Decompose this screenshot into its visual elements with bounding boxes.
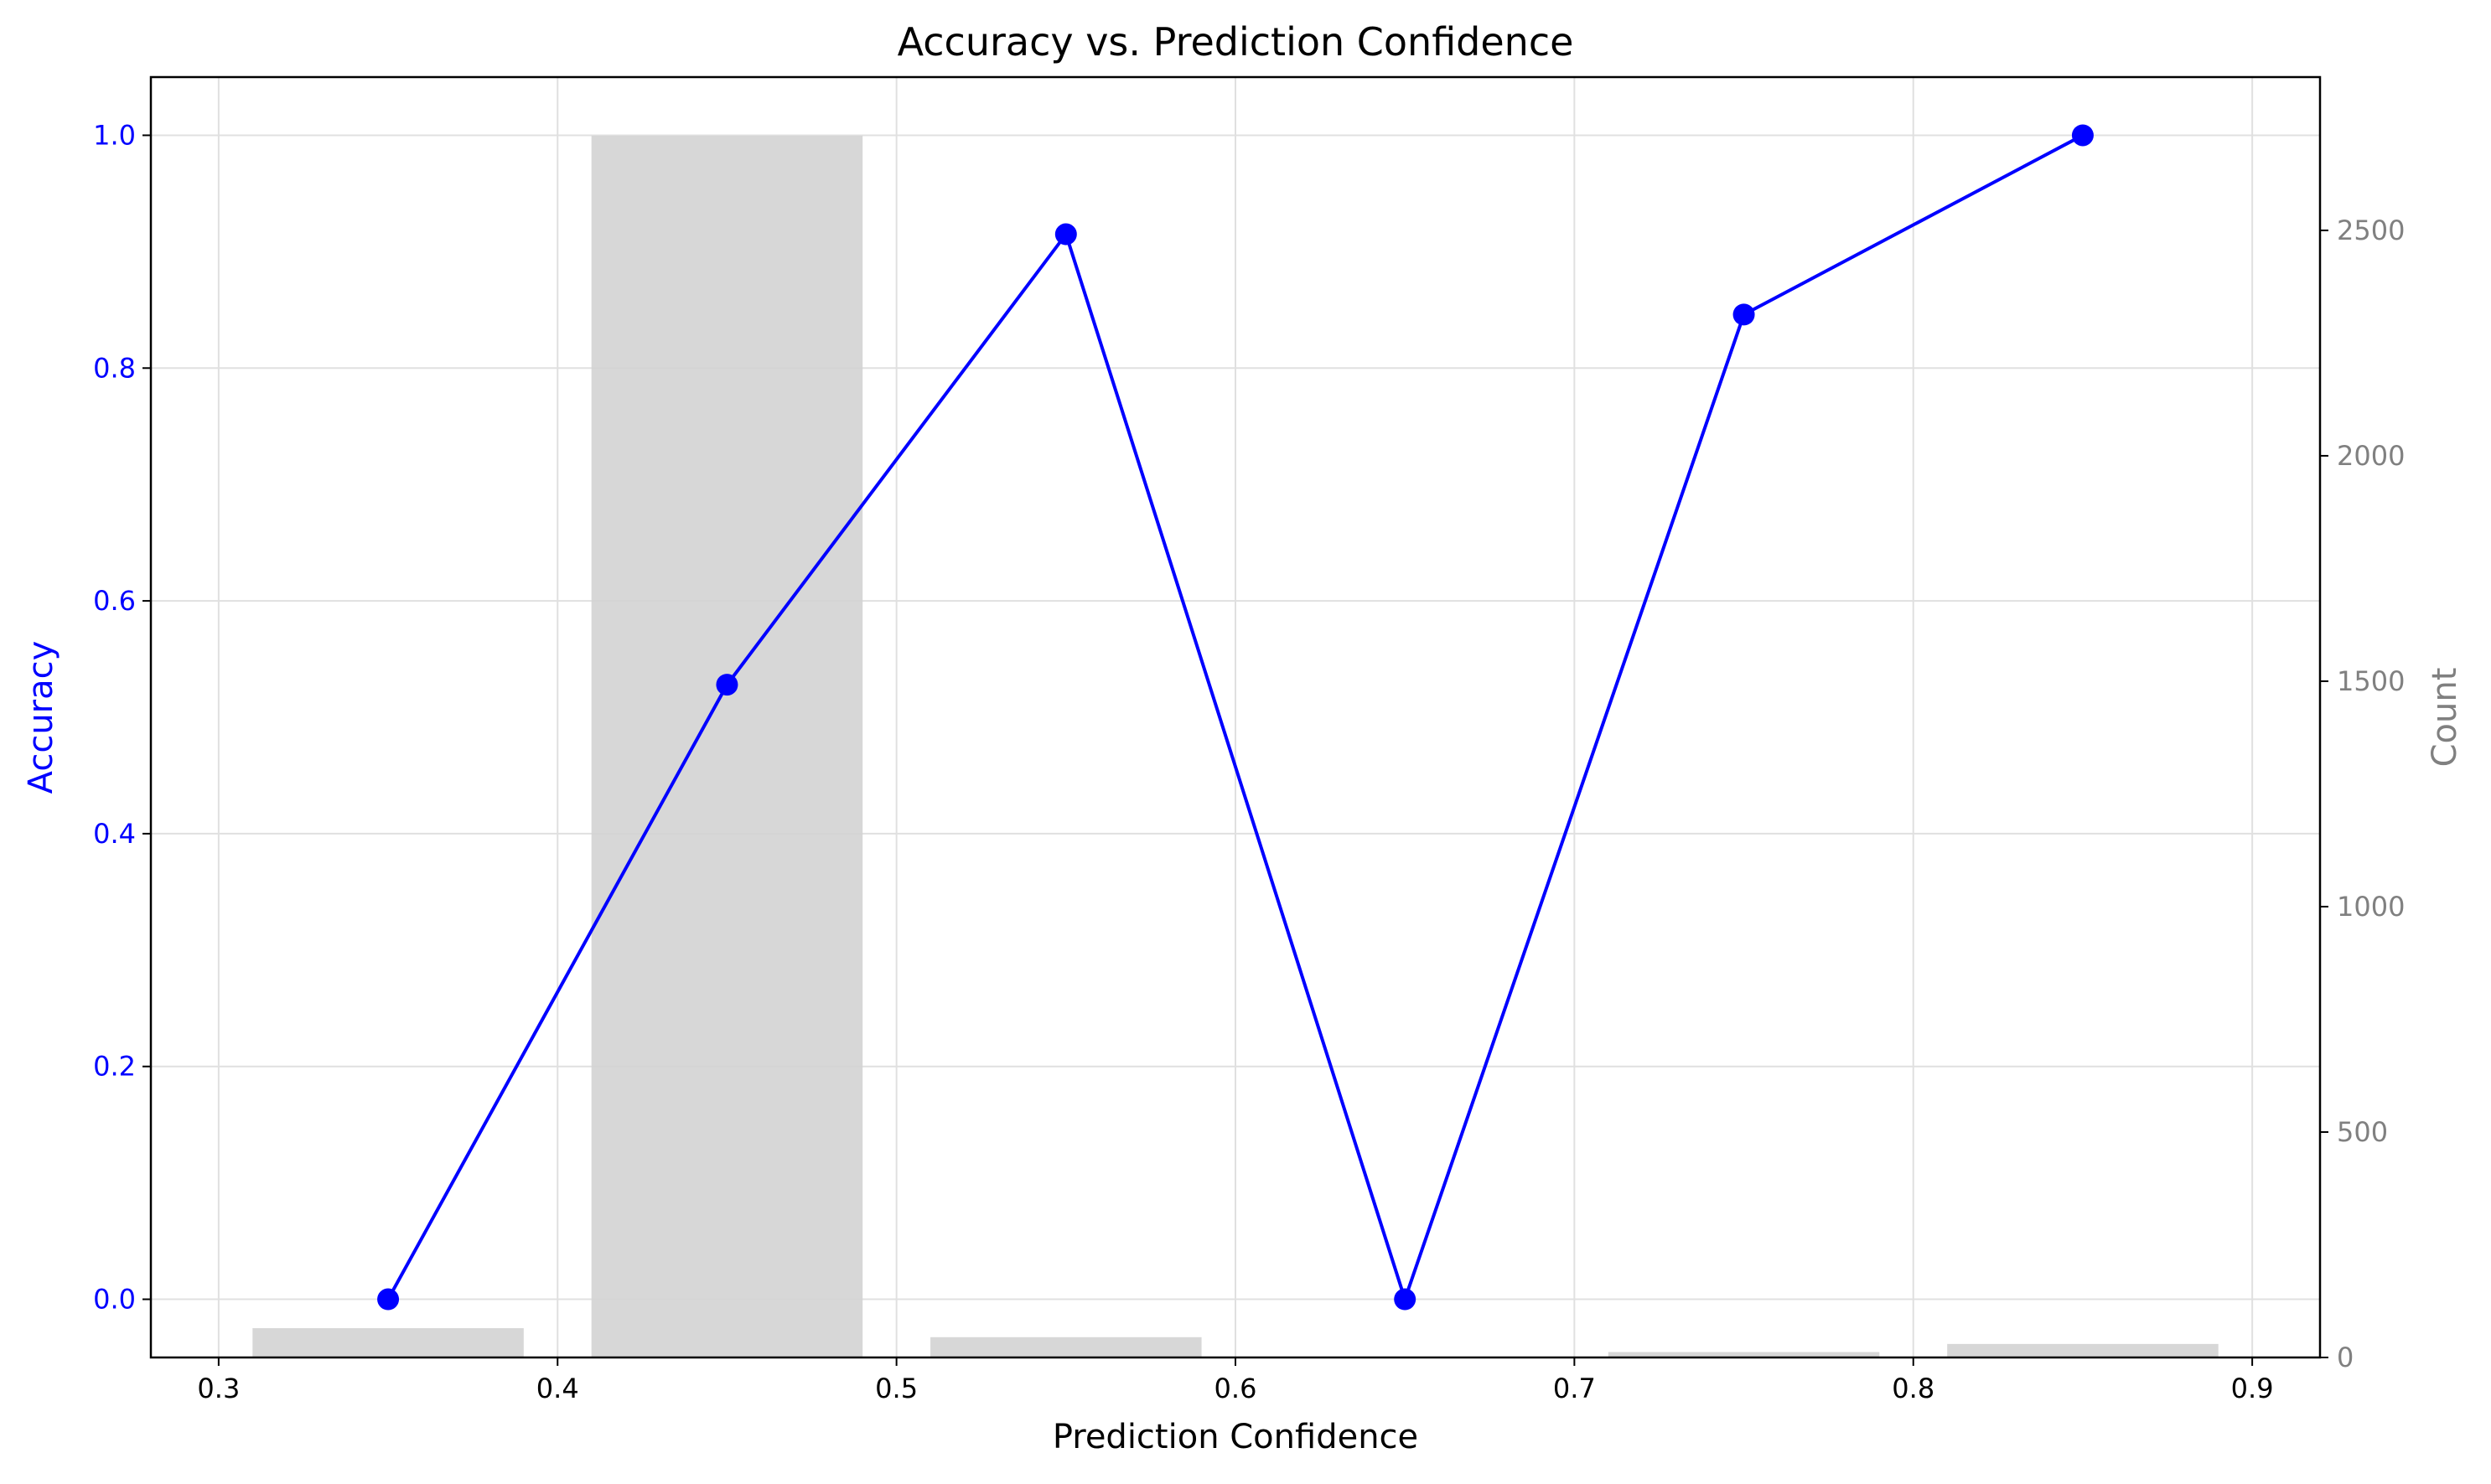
y-left-tick-label: 0.8 — [93, 352, 136, 384]
count-bar — [1947, 1343, 2219, 1357]
x-tick-label: 0.3 — [197, 1373, 240, 1404]
count-bars — [252, 135, 2219, 1358]
axis-ticks: 0.3 0.4 0.5 0.6 0.7 0.8 0.9 0.0 0.2 0.4 0.6 0.8 1.0 0… — [93, 119, 2405, 1404]
x-tick-label: 0.4 — [536, 1373, 579, 1404]
accuracy-line — [377, 124, 2094, 1311]
y-left-tick-label: 0.0 — [93, 1284, 136, 1316]
accuracy-series-line — [386, 133, 2084, 1301]
y-right-tick-label: 1500 — [2337, 665, 2405, 697]
y-right-tick-label: 2500 — [2337, 215, 2405, 246]
y-right-tick-label: 500 — [2337, 1116, 2388, 1148]
accuracy-point — [1394, 1288, 1416, 1311]
x-tick-label: 0.7 — [1553, 1373, 1596, 1404]
y-left-axis-title: Accuracy — [22, 641, 60, 794]
accuracy-point — [1732, 303, 1755, 326]
y-right-tick-label: 2000 — [2337, 440, 2405, 472]
accuracy-point — [377, 1288, 400, 1311]
y-left-tick-label: 0.4 — [93, 818, 136, 850]
y-left-tick-label: 0.2 — [93, 1051, 136, 1083]
y-left-tick-label: 0.6 — [93, 585, 136, 617]
x-tick-label: 0.8 — [1892, 1373, 1934, 1404]
count-bar — [252, 1328, 524, 1357]
x-tick-label: 0.9 — [2231, 1373, 2274, 1404]
y-right-tick-label: 0 — [2337, 1342, 2354, 1373]
y-right-axis-title: Count — [2426, 668, 2464, 768]
count-bar — [930, 1337, 1202, 1357]
chart-title: Accuracy vs. Prediction Confidence — [898, 19, 1574, 65]
x-axis-title: Prediction Confidence — [1053, 1418, 1418, 1456]
y-left-tick-label: 1.0 — [93, 119, 136, 151]
accuracy-point — [716, 674, 738, 696]
count-bar — [1608, 1352, 1880, 1357]
count-bar — [591, 135, 863, 1358]
y-right-tick-label: 1000 — [2337, 891, 2405, 923]
accuracy-point — [1054, 223, 1077, 246]
accuracy-point — [2071, 124, 2094, 147]
x-tick-label: 0.5 — [875, 1373, 918, 1404]
grid — [151, 77, 2320, 1357]
x-tick-label: 0.6 — [1214, 1373, 1257, 1404]
